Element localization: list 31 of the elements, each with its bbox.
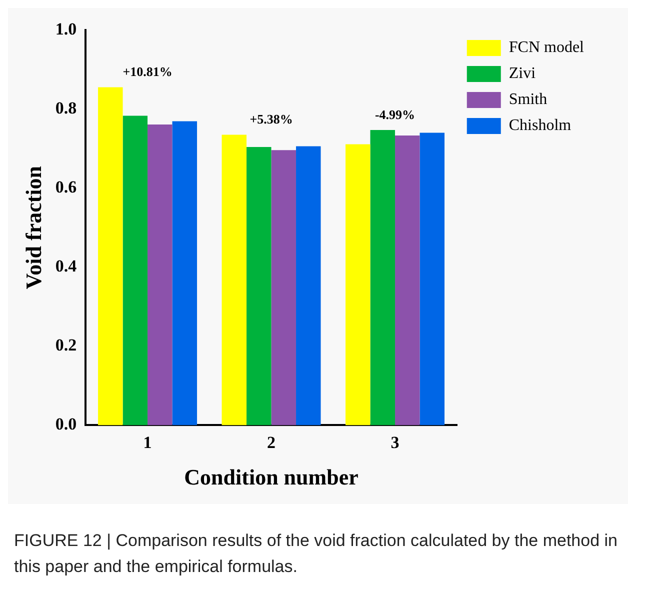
annotation: +5.38% — [250, 112, 293, 127]
bar — [420, 132, 445, 426]
bar — [148, 124, 172, 426]
annotation: +10.81% — [122, 64, 172, 80]
bar — [271, 150, 296, 426]
bar — [296, 146, 321, 426]
bar — [370, 130, 396, 426]
bar — [346, 144, 370, 426]
legend-label: Chisholm — [508, 117, 572, 134]
x-tick-label: 2 — [267, 432, 276, 452]
legend-label: Smith — [508, 91, 548, 108]
y-tick-label: 0.6 — [55, 177, 77, 196]
x-tick-label: 3 — [390, 432, 400, 452]
bar — [395, 136, 420, 426]
bar — [98, 87, 123, 426]
y-tick-label: 1.0 — [55, 19, 77, 38]
x-axis-title: Condition number — [184, 464, 359, 490]
bar — [122, 116, 148, 426]
bar — [222, 134, 247, 426]
y-tick-label: 0.8 — [55, 98, 77, 118]
bar — [246, 146, 272, 426]
legend-label: Zivi — [508, 65, 536, 82]
legend-label: FCN model — [508, 39, 585, 56]
annotation: -4.99% — [374, 106, 416, 122]
x-tick-label: 1 — [143, 432, 152, 452]
caption: FIGURE 12 | Comparison results of the void fraction calculated by the method in this paper and the empirical formulas. — [14, 530, 618, 578]
y-tick-label: 0.4 — [55, 256, 78, 276]
y-tick-label: 0.0 — [55, 414, 77, 434]
y-tick-label: 0.2 — [55, 336, 77, 355]
y-axis-title: Void fraction — [20, 166, 46, 290]
bar — [172, 121, 198, 426]
